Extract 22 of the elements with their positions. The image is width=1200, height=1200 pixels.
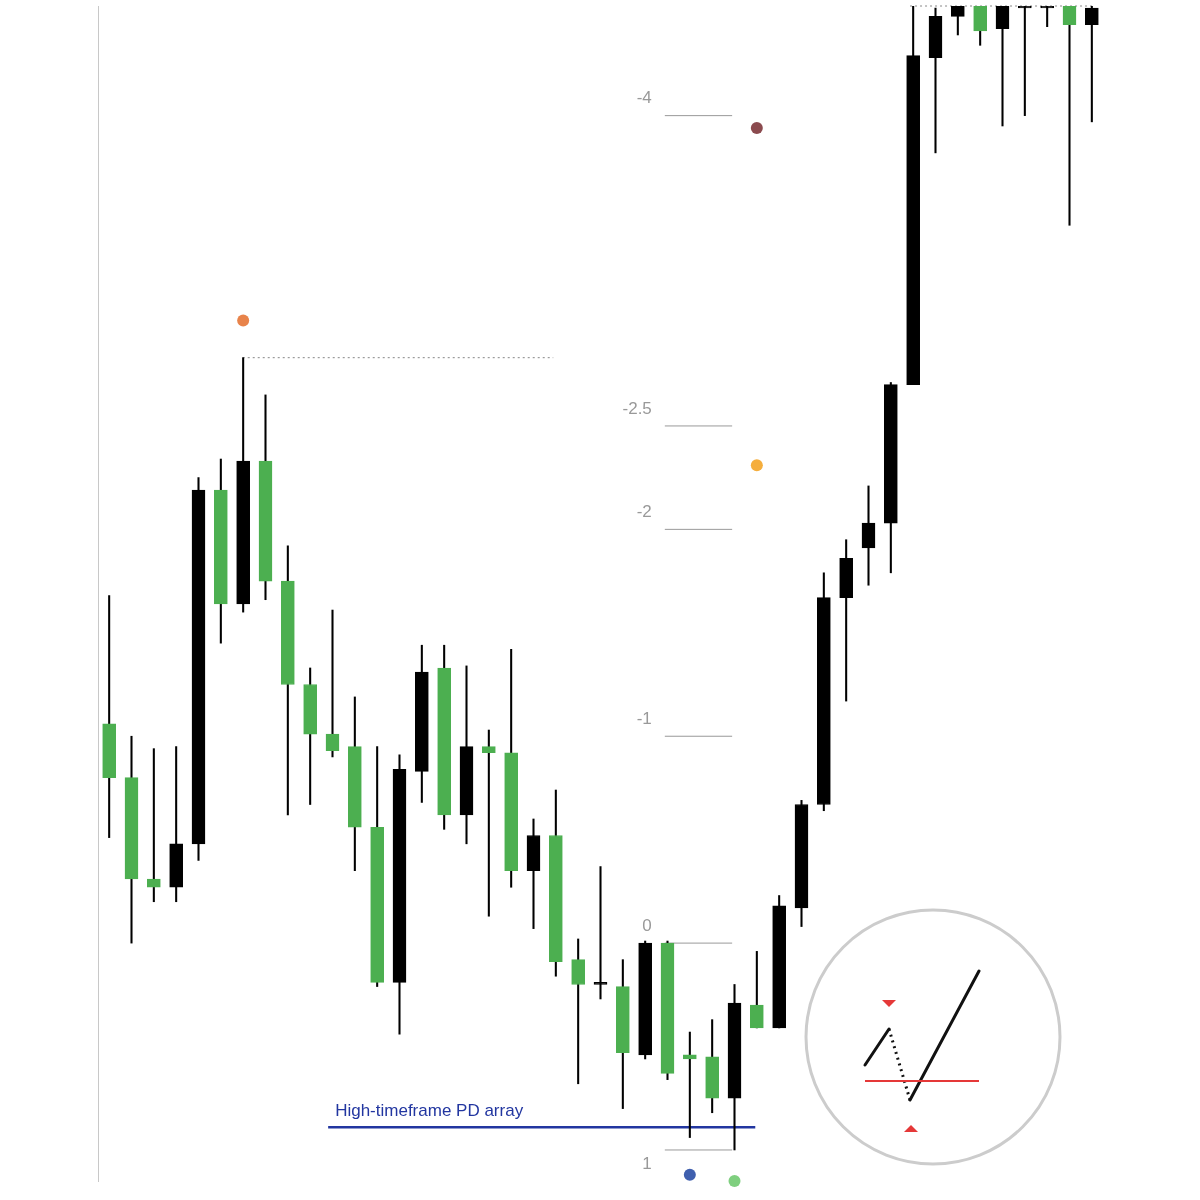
ref-line-label: -2 bbox=[636, 502, 652, 522]
ref-line-label: 1 bbox=[642, 1153, 652, 1173]
point bbox=[750, 122, 763, 135]
candlestick bbox=[683, 1031, 697, 1138]
ref-line-label: 0 bbox=[642, 915, 652, 935]
candlestick bbox=[147, 748, 161, 903]
candlestick bbox=[861, 485, 876, 586]
ref-line-label: -4 bbox=[636, 88, 652, 108]
ref-line-label: -1 bbox=[636, 708, 652, 728]
ref-line-label: -2.5 bbox=[622, 398, 652, 418]
candlestick bbox=[928, 7, 943, 154]
point bbox=[750, 459, 763, 472]
candlestick bbox=[995, 6, 1010, 127]
point bbox=[683, 1168, 696, 1181]
candlestick bbox=[593, 866, 608, 1000]
candlestick bbox=[1062, 6, 1077, 226]
ref-line-label: High-timeframe PD array bbox=[335, 1100, 524, 1120]
candlestick bbox=[325, 609, 340, 758]
candlestick bbox=[482, 729, 496, 917]
point bbox=[728, 1175, 741, 1187]
candlestick bbox=[526, 818, 541, 929]
point bbox=[237, 314, 250, 327]
